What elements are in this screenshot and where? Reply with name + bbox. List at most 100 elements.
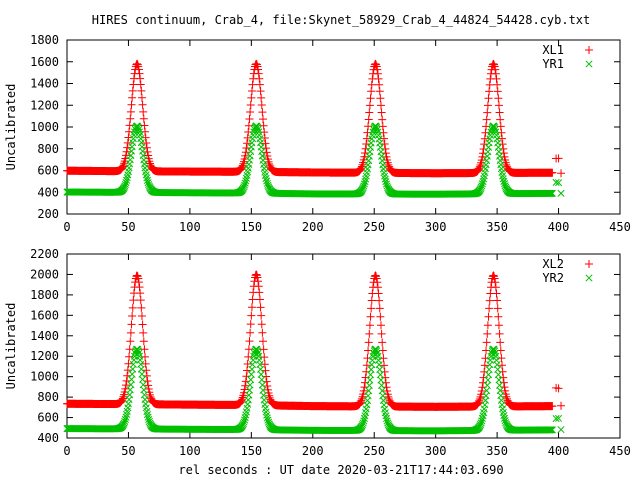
data-point bbox=[355, 399, 364, 408]
data-point bbox=[361, 373, 370, 382]
y-tick-label: 1800 bbox=[30, 288, 59, 302]
data-point bbox=[240, 385, 249, 394]
lower-panel: 0 50 100 150 200 250 300 350 400 450 400 600 800 1000… bbox=[4, 247, 631, 458]
data-point bbox=[256, 87, 265, 96]
y-tick-label: 1600 bbox=[30, 308, 59, 322]
y-tick-label: 1000 bbox=[30, 120, 59, 134]
data-point bbox=[254, 125, 262, 133]
data-point bbox=[241, 148, 250, 157]
data-point bbox=[480, 361, 489, 370]
x-tick-label: 300 bbox=[425, 220, 447, 234]
data-point bbox=[134, 123, 142, 132]
y-tick-label: 1200 bbox=[30, 98, 59, 112]
data-point bbox=[242, 144, 251, 153]
data-point bbox=[123, 176, 131, 184]
data-point bbox=[135, 69, 144, 78]
data-point bbox=[145, 159, 154, 168]
y-tick-label: 2200 bbox=[30, 247, 59, 261]
data-point bbox=[362, 139, 371, 148]
data-point bbox=[258, 328, 267, 337]
data-point bbox=[360, 152, 369, 161]
series-xl1 bbox=[63, 59, 566, 178]
data-point bbox=[373, 65, 382, 74]
data-point bbox=[492, 289, 501, 298]
data-point bbox=[548, 168, 557, 177]
data-point bbox=[477, 390, 486, 399]
data-point bbox=[255, 288, 264, 297]
data-point bbox=[126, 107, 135, 116]
data-point bbox=[123, 174, 131, 182]
data-point bbox=[491, 278, 500, 287]
data-point bbox=[254, 69, 263, 78]
data-point bbox=[373, 278, 382, 287]
data-point bbox=[263, 177, 271, 185]
data-point bbox=[126, 337, 135, 346]
data-point bbox=[366, 312, 375, 321]
data-point bbox=[263, 382, 272, 391]
x-tick-label: 100 bbox=[179, 220, 201, 234]
data-point bbox=[555, 179, 563, 187]
data-point bbox=[364, 338, 373, 347]
data-point bbox=[241, 414, 249, 422]
data-point bbox=[255, 74, 264, 83]
data-point bbox=[123, 138, 132, 147]
y-tick-label: 1200 bbox=[30, 349, 59, 363]
data-point bbox=[365, 108, 374, 117]
data-point bbox=[557, 401, 566, 410]
data-point bbox=[129, 296, 138, 305]
data-point bbox=[244, 121, 253, 130]
data-point bbox=[259, 345, 268, 354]
x-axis-label: rel seconds : UT date 2020-03-21T17:44:0… bbox=[178, 463, 503, 477]
data-point bbox=[236, 165, 245, 174]
data-point bbox=[125, 121, 134, 130]
data-point bbox=[255, 295, 264, 304]
data-point bbox=[475, 162, 484, 171]
data-point bbox=[259, 115, 268, 124]
data-point bbox=[134, 278, 143, 287]
data-point bbox=[483, 108, 492, 117]
data-point bbox=[356, 166, 365, 175]
data-point bbox=[263, 385, 272, 394]
data-point bbox=[246, 108, 255, 117]
data-point bbox=[261, 366, 270, 375]
data-point bbox=[492, 74, 501, 83]
y-tick-label: 800 bbox=[37, 142, 59, 156]
data-point bbox=[139, 107, 148, 116]
y-tick-label: 600 bbox=[37, 164, 59, 178]
data-point bbox=[253, 123, 262, 132]
data-point bbox=[484, 94, 493, 103]
x-tick-label: 400 bbox=[548, 444, 570, 458]
y-tick-label: 600 bbox=[37, 411, 59, 425]
data-point bbox=[141, 359, 150, 368]
data-point bbox=[382, 178, 390, 186]
data-point bbox=[373, 347, 381, 355]
data-point bbox=[384, 160, 393, 169]
data-point bbox=[123, 143, 132, 152]
plot-frame bbox=[66, 253, 621, 439]
data-point bbox=[253, 347, 262, 355]
legend-marker bbox=[585, 60, 593, 68]
data-point bbox=[475, 164, 484, 173]
data-point bbox=[493, 80, 502, 89]
data-point bbox=[117, 164, 126, 173]
data-point bbox=[124, 359, 133, 368]
data-point bbox=[494, 321, 503, 330]
data-point bbox=[494, 101, 503, 110]
data-point bbox=[490, 60, 499, 69]
data-point bbox=[254, 277, 263, 286]
data-point bbox=[136, 296, 145, 305]
data-point bbox=[373, 69, 382, 78]
x-tick-label: 100 bbox=[179, 444, 201, 458]
data-point bbox=[254, 282, 263, 291]
data-point bbox=[376, 312, 385, 321]
data-point bbox=[128, 303, 137, 312]
data-point bbox=[485, 304, 494, 313]
data-point bbox=[140, 121, 149, 130]
data-point bbox=[136, 80, 145, 89]
data-point bbox=[144, 381, 153, 390]
data-point bbox=[377, 329, 386, 338]
data-point bbox=[485, 296, 494, 305]
data-point bbox=[502, 160, 511, 169]
data-point bbox=[362, 361, 371, 370]
data-point bbox=[238, 163, 247, 172]
